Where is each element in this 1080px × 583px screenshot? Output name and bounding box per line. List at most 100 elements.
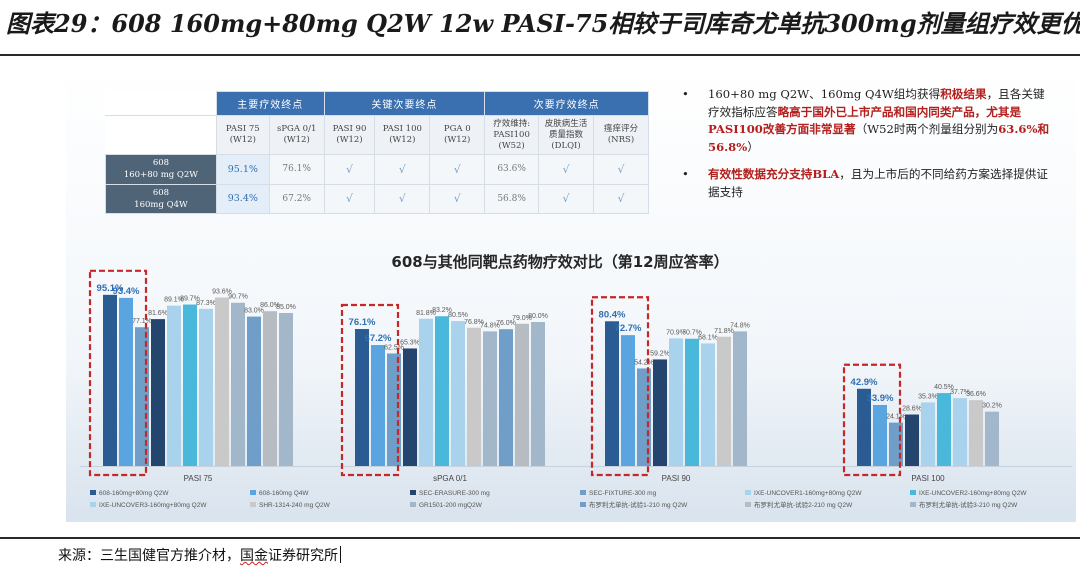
bullet-text: ，且为上市后的不同给药方案选择提供证据支持 — [708, 167, 1048, 199]
legend-swatch — [410, 502, 416, 507]
legend-swatch — [580, 502, 586, 507]
bar-value-label: 76.8% — [464, 319, 484, 326]
table-corner-2 — [105, 115, 217, 155]
legend-label: 布罗利尤单抗-试验2-210 mg Q2W — [754, 500, 853, 509]
legend-swatch — [250, 490, 256, 495]
row-label: 608 160mg Q4W — [105, 183, 217, 214]
subheader-line: (W12) — [229, 135, 256, 145]
subheader-cell: PASI 90 (W12) — [323, 115, 376, 155]
subheader-line: 疗效维持: — [493, 118, 531, 129]
table-row: 608 160+80 mg Q2W 95.1% 76.1% √ √ √ 63.6% √ √ — [105, 154, 650, 185]
bar — [857, 388, 871, 466]
legend-swatch — [910, 502, 916, 507]
check-mark: √ — [429, 183, 486, 214]
bar-value-label: 65.3% — [400, 339, 420, 346]
bar — [167, 305, 181, 466]
bar — [515, 323, 529, 466]
bar-value-label: 59.2% — [650, 350, 670, 357]
bar — [199, 308, 213, 466]
subheader-line: 质量指数 — [549, 129, 584, 140]
bullet-emphasis: 63.6%和56.8% — [708, 122, 1050, 154]
bar-value-label: 42.9% — [851, 377, 878, 388]
subheader-cell: 疗效维持: PASI100 (W52) — [484, 115, 540, 155]
title-divider — [0, 54, 1080, 56]
bar-value-label: 74.8% — [480, 322, 500, 329]
chart-title: 608与其他同靶点药物疗效对比（第12周应答率） — [391, 253, 729, 271]
bar — [969, 400, 983, 466]
bar — [451, 321, 465, 466]
bar-value-label: 71.8% — [714, 328, 734, 335]
subheader-line: (W12) — [283, 135, 310, 145]
category-label: PASI 90 — [662, 474, 691, 483]
bar-value-label: 74.8% — [730, 322, 750, 329]
check-mark: √ — [538, 183, 594, 214]
bar-value-label: 89.7% — [180, 296, 200, 303]
row-label-line: 160+80 mg Q2W — [123, 170, 199, 181]
legend-label: SEC-ERASURE-300 mg — [419, 490, 490, 497]
bullet-emphasis: 积极结果 — [940, 87, 987, 101]
check-mark: √ — [592, 154, 650, 185]
bar — [231, 302, 245, 466]
bullet-emphasis: 有效性数据充分支持BLA — [708, 167, 840, 181]
bar-value-label: 87.3% — [196, 300, 216, 307]
bar-value-label: 70.9% — [666, 329, 686, 336]
bar — [985, 411, 999, 466]
bullet-dot: • — [682, 167, 689, 181]
source-suffix: 证券研究所 — [268, 548, 338, 564]
legend-label: 布罗利尤单抗-试验1-210 mg Q2W — [589, 500, 688, 509]
bar — [467, 327, 481, 466]
bar-value-label: 33.9% — [867, 393, 894, 404]
legend-swatch — [250, 502, 256, 507]
source-underlined: 国金 — [240, 548, 268, 564]
subheader-cell: sPGA 0/1 (W12) — [268, 115, 325, 155]
pasi75-value: 93.4% — [215, 183, 270, 214]
legend-swatch — [580, 490, 586, 495]
bar-value-label: 76.1% — [349, 317, 376, 328]
bullet-text: 160+80 mg Q2W、160mg Q4W组均获得 — [708, 87, 941, 101]
legend-label: 布罗利尤单抗-试验3-210 mg Q2W — [919, 500, 1018, 509]
bar-value-label: 62.5% — [384, 345, 404, 352]
row-label-line: 160mg Q4W — [134, 199, 188, 210]
legend-label: IXE-UNCOVER1-160mg+80mg Q2W — [754, 490, 862, 497]
group-primary: 主要疗效终点 — [215, 91, 325, 116]
legend-swatch — [90, 502, 96, 507]
legend-label: 608-160mg Q4W — [259, 490, 309, 497]
bar — [873, 404, 887, 466]
bar-value-label: 93.6% — [212, 289, 232, 296]
bar — [403, 348, 417, 466]
check-mark: √ — [374, 183, 431, 214]
legend-swatch — [410, 490, 416, 495]
bar-value-label: 77.1% — [132, 318, 152, 325]
highlight-box — [340, 303, 400, 477]
legend-swatch — [90, 490, 96, 495]
subheader-line: PASI 100 — [382, 124, 422, 134]
bar-value-label: 36.6% — [966, 391, 986, 398]
bullet-dot: • — [682, 87, 689, 101]
bar-value-label: 37.7% — [950, 389, 970, 396]
text-caret — [340, 546, 341, 563]
highlight-box — [590, 296, 650, 477]
subheader-line: PASI 90 — [332, 124, 367, 134]
subheader-line: (W12) — [389, 135, 416, 145]
highlight-box — [88, 269, 148, 477]
table-corner — [105, 91, 217, 116]
check-mark: √ — [323, 183, 376, 214]
bullet-text: ，且各关键疗效指标应答 — [708, 87, 1045, 119]
check-mark: √ — [429, 154, 486, 185]
subheader-line: (W12) — [336, 135, 363, 145]
bar-value-label: 86.0% — [260, 302, 280, 309]
legend-swatch — [910, 490, 916, 495]
bullet-item: • 160+80 mg Q2W、160mg Q4W组均获得积极结果，且各关键疗效指… — [680, 86, 1050, 156]
bar — [921, 402, 935, 466]
subheader-line: (NRS) — [607, 135, 635, 145]
bar — [247, 316, 261, 466]
bar — [733, 331, 747, 466]
table-subheader-row: PASI 75 (W12) sPGA 0/1 (W12) PASI 90 (W12) PAS… — [105, 115, 650, 155]
highlight-box — [842, 363, 902, 477]
legend-swatch — [745, 490, 751, 495]
subheader-line: PASI100 — [493, 129, 530, 140]
subheader-line: (W12) — [444, 135, 471, 145]
bar-value-label: 85.0% — [276, 304, 296, 311]
bar — [653, 359, 667, 466]
bar-value-label: 93.4% — [113, 286, 140, 297]
